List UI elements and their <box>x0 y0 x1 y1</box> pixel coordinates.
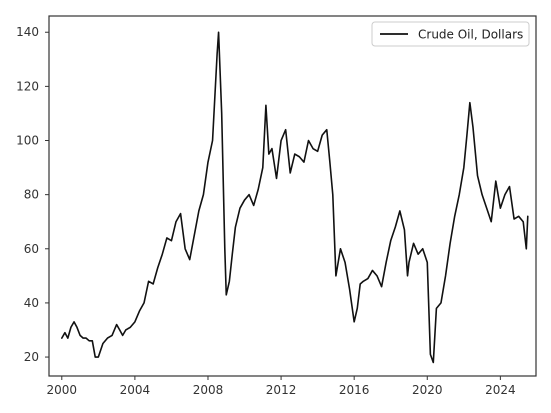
x-axis-ticks: 2000 2004 2008 2012 2016 2020 2024 <box>47 376 516 397</box>
x-tick-label: 2020 <box>412 383 443 397</box>
series-layer <box>60 31 529 364</box>
plot-area-frame <box>48 15 537 377</box>
x-tick-label: 2004 <box>120 383 151 397</box>
legend: Crude Oil, Dollars <box>371 21 530 47</box>
series-line-0 <box>60 31 529 364</box>
x-tick-label: 2016 <box>339 383 370 397</box>
y-axis-ticks: 20 40 60 80 100 120 140 <box>16 25 49 364</box>
legend-label-crude-oil: Crude Oil, Dollars <box>418 28 523 42</box>
x-tick-label: 2012 <box>266 383 297 397</box>
legend-box <box>371 21 530 47</box>
y-tick-label: 80 <box>24 188 39 202</box>
y-tick-label: 140 <box>16 25 39 39</box>
x-tick-label: 2024 <box>485 383 516 397</box>
x-tick-label: 2000 <box>47 383 78 397</box>
y-tick-label: 20 <box>24 350 39 364</box>
y-tick-label: 40 <box>24 296 39 310</box>
y-tick-label: 60 <box>24 242 39 256</box>
x-tick-label: 2008 <box>193 383 224 397</box>
y-tick-label: 120 <box>16 79 39 93</box>
y-tick-label: 100 <box>16 134 39 148</box>
